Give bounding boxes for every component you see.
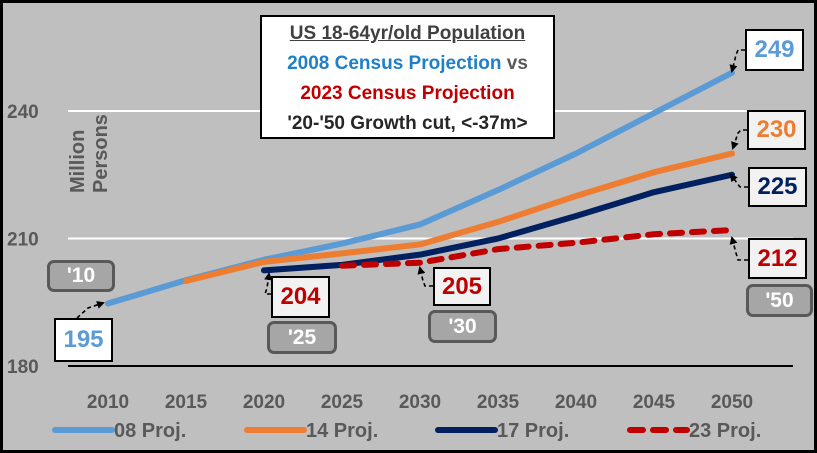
x-tick-2045: 2045 [633,392,676,413]
title-line-3: 2023 Census Projection [300,83,515,104]
title-line-2: 2008 Census Projection vs [262,49,553,79]
title-line-2-main: 2008 Census Projection [287,53,502,74]
legend-label-23: 23 Proj. [689,420,761,442]
year-tag-30: '30 [428,310,497,343]
leader-arrow-249 [729,49,745,73]
leader-arrow-212 [729,236,748,261]
y-axis-ticks: 180 210 240 [7,102,39,378]
x-tick-2015: 2015 [165,392,208,413]
value-label-204: 204 [271,276,330,318]
value-label-205: 205 [433,267,491,306]
chart-title-box: US 18-64yr/old Population 2008 Census Pr… [260,15,555,139]
title-line-2-vs: vs [506,53,528,74]
value-label-195: 195 [54,318,113,362]
x-tick-2030: 2030 [399,392,441,413]
leader-arrow-204 [263,272,273,295]
y-axis-label-million: Million [67,130,89,193]
legend-label-14: 14 Proj. [306,420,378,442]
leader-arrow-195 [76,301,105,319]
year-tag-25: '25 [267,321,337,354]
x-tick-2020: 2020 [243,392,285,413]
x-tick-2050: 2050 [711,392,753,413]
x-tick-2025: 2025 [321,392,364,413]
legend-label-08: 08 Proj. [114,420,186,442]
x-tick-2035: 2035 [477,392,520,413]
y-tick-180: 180 [7,357,39,378]
value-label-249: 249 [745,29,804,71]
series-lines [105,69,735,307]
annotation-leaders [76,49,748,319]
x-tick-2010: 2010 [87,392,129,413]
title-line-4: '20-'50 Growth cut, <-37m> [287,113,528,134]
leader-arrow-225 [729,173,748,188]
year-tag-10: '10 [47,260,115,292]
x-tick-2040: 2040 [555,392,597,413]
y-tick-210: 210 [7,230,39,251]
value-label-212: 212 [748,238,807,279]
series-line-23-proj [339,227,735,269]
series-line-14-proj [183,150,735,284]
value-label-230: 230 [747,110,806,150]
y-tick-240: 240 [7,102,39,123]
legend-label-17: 17 Proj. [497,420,569,442]
x-axis-ticks: 2010 2015 2020 2025 2030 2035 2040 2045 2050 [87,392,753,413]
legend: 08 Proj. 14 Proj. 17 Proj. 23 Proj. [52,420,761,442]
title-line-1: US 18-64yr/old Population [289,23,526,44]
y-axis-label-persons: Persons [90,114,112,193]
year-tag-50: '50 [746,284,813,317]
value-label-225: 225 [748,167,807,207]
leader-arrow-230 [731,129,747,150]
leader-arrow-205 [417,266,433,287]
